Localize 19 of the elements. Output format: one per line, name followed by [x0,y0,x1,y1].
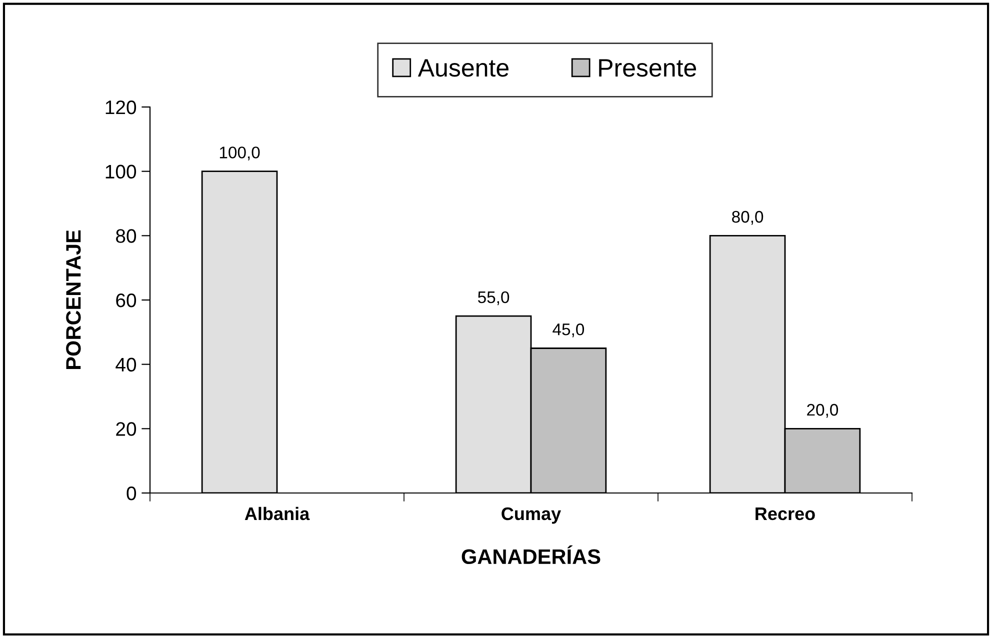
y-tick-label: 0 [126,486,136,500]
legend-label: Presente [599,59,696,77]
y-axis-title: PORCENTAJE [66,230,81,370]
x-axis-title: GANADERÍAS [462,545,600,564]
x-tick-label: Albania [244,506,310,520]
data-label: 80,0 [732,210,764,225]
legend-label: Ausente [418,59,508,77]
data-label: 100,0 [220,146,260,160]
data-label: 45,0 [552,324,584,338]
y-tick-label: 120 [106,100,136,114]
y-tick-label: 60 [116,293,136,308]
data-label: 20,0 [807,404,838,418]
x-tick-label: Recreo [756,508,815,520]
y-tick-label: 40 [116,358,136,372]
y-tick-label: 20 [116,422,136,436]
data-label: 55,0 [478,291,510,306]
y-tick-label: 80 [116,229,136,243]
x-tick-label: Cumay [502,507,562,524]
y-tick-label: 100 [106,164,136,179]
